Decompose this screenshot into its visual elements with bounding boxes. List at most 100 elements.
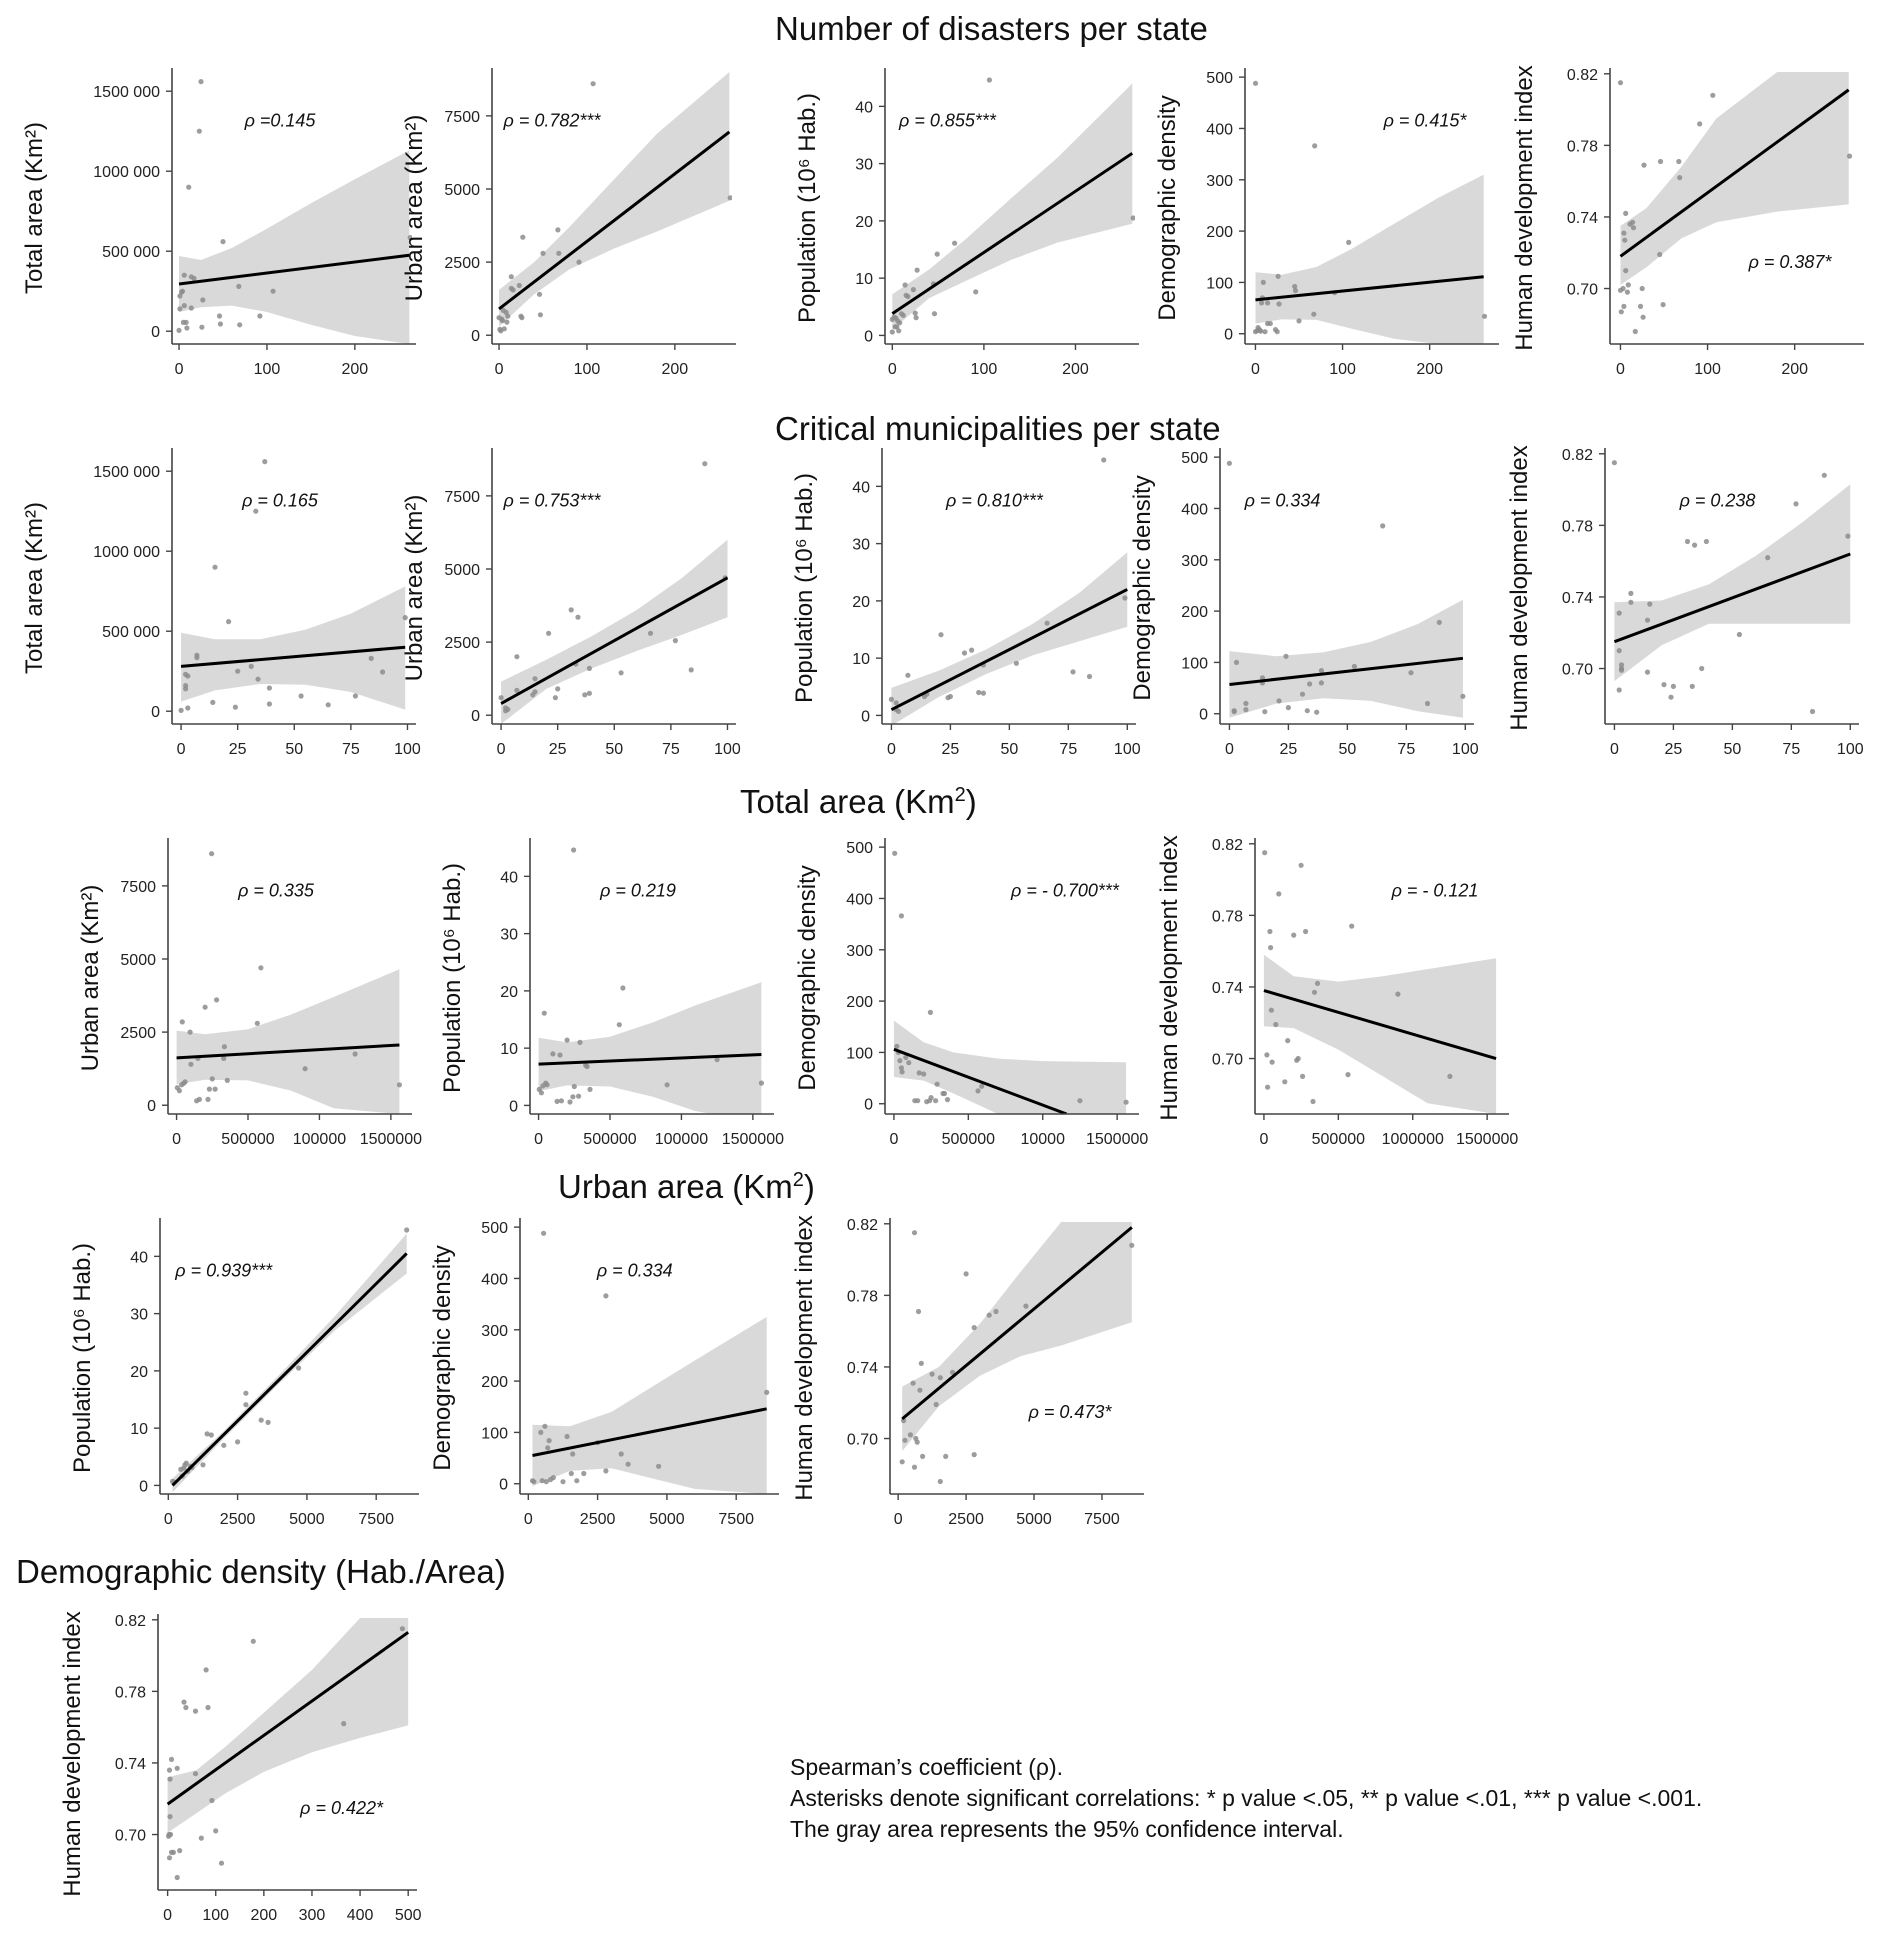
y-tick-label: 0.82 xyxy=(847,1217,878,1234)
y-tick-label: 500 xyxy=(481,1220,508,1237)
confidence-band xyxy=(1255,174,1484,344)
data-point xyxy=(183,319,189,325)
data-point xyxy=(961,650,968,656)
y-axis-title: Demographic density xyxy=(794,865,821,1090)
scatter-panel-14: 0 2500 5000 7500 0 10 20 30 40 Population (10⁶ Ha… xyxy=(69,1218,419,1528)
data-point xyxy=(899,1069,905,1075)
data-point xyxy=(620,985,626,991)
x-tick-label: 100 xyxy=(574,361,601,378)
data-point xyxy=(537,312,544,318)
data-point xyxy=(1447,1073,1453,1079)
data-point xyxy=(1299,691,1306,697)
y-tick-label: 0.70 xyxy=(115,1828,146,1845)
y-axis-title: Urban area (Km²) xyxy=(401,115,428,302)
scatter-panel-4: 0 100 200 0.70 0.74 0.78 0.82 Human development… xyxy=(1511,65,1864,378)
data-point xyxy=(555,686,561,692)
data-point xyxy=(1644,669,1651,675)
data-point xyxy=(184,325,190,331)
data-point xyxy=(258,965,264,971)
y-tick-label: 0.78 xyxy=(847,1288,878,1305)
data-point xyxy=(1276,301,1282,307)
x-tick-label: 2500 xyxy=(580,1511,616,1528)
data-point xyxy=(510,287,516,293)
data-point xyxy=(558,1098,565,1104)
data-point xyxy=(1657,251,1663,258)
x-tick-label: 0 xyxy=(175,361,184,378)
data-point xyxy=(986,1312,992,1318)
data-point xyxy=(545,1445,551,1451)
x-tick-label: 7500 xyxy=(1084,1511,1120,1528)
data-point xyxy=(1276,891,1282,897)
data-point xyxy=(1630,225,1637,231)
data-point xyxy=(618,670,624,676)
y-tick-label: 10 xyxy=(500,1041,518,1058)
confidence-band xyxy=(179,150,410,344)
data-point xyxy=(586,665,593,672)
y-axis-title: Total area (Km²) xyxy=(21,122,48,294)
data-point xyxy=(1845,533,1851,539)
y-tick-label: 2500 xyxy=(444,635,480,652)
data-point xyxy=(399,1626,405,1632)
data-point xyxy=(181,303,187,309)
data-point xyxy=(920,1453,926,1459)
data-point xyxy=(902,1437,908,1443)
data-point xyxy=(941,1090,948,1097)
caption-line-asterisks: Asterisks denote significant correlation… xyxy=(790,1785,1703,1811)
y-tick-label: 1000 000 xyxy=(93,544,160,561)
x-tick-label: 75 xyxy=(1782,741,1800,758)
data-point xyxy=(1632,328,1638,335)
data-point xyxy=(1233,659,1240,666)
y-tick-label: 0.70 xyxy=(847,1432,878,1449)
data-point xyxy=(174,1874,180,1881)
data-point xyxy=(934,251,940,257)
y-tick-label: 20 xyxy=(500,984,518,1001)
y-tick-label: 0.70 xyxy=(1567,282,1598,299)
data-point xyxy=(914,1439,920,1445)
x-tick-label: 200 xyxy=(342,361,369,378)
x-tick-label: 0 xyxy=(894,1511,903,1528)
data-point xyxy=(564,1037,570,1043)
y-tick-label: 5000 xyxy=(444,562,480,579)
data-point xyxy=(1623,268,1629,274)
data-point xyxy=(554,1098,560,1104)
data-point xyxy=(352,1051,358,1057)
rho-annotation: ρ = - 0.700*** xyxy=(1010,880,1120,900)
y-axis-title: Population (10⁶ Hab.) xyxy=(794,93,821,323)
rho-annotation: ρ =0.145 xyxy=(244,110,317,130)
regression-line xyxy=(538,1052,762,1066)
data-point xyxy=(235,668,241,674)
y-tick-label: 2500 xyxy=(120,1025,156,1042)
data-point xyxy=(341,1721,347,1727)
data-point xyxy=(212,564,218,570)
data-point xyxy=(582,692,588,698)
data-point xyxy=(986,77,993,83)
data-point xyxy=(590,81,596,87)
rho-annotation: ρ = 0.334 xyxy=(1244,490,1321,510)
data-point xyxy=(298,693,304,699)
scatter-panel-0: 0 100 200 0 500 000 1000 000 1500 000 Total are… xyxy=(21,68,416,378)
x-tick-label: 25 xyxy=(941,741,959,758)
data-point xyxy=(200,297,206,303)
data-point xyxy=(532,689,538,695)
y-tick-label: 300 xyxy=(481,1323,508,1340)
data-point xyxy=(1258,328,1264,334)
data-point xyxy=(899,1459,905,1465)
data-point xyxy=(1267,320,1273,327)
data-point xyxy=(1628,590,1634,597)
data-point xyxy=(1282,1079,1288,1085)
data-point xyxy=(499,318,506,324)
data-point xyxy=(556,250,562,256)
data-point xyxy=(557,1052,563,1058)
y-tick-label: 0 xyxy=(139,1478,148,1495)
data-point xyxy=(727,195,732,201)
data-point xyxy=(1077,1098,1083,1104)
data-point xyxy=(702,461,708,467)
scatter-panel-1: 0 100 200 0 2500 5000 7500 Urban area (Km²) ρ = … xyxy=(401,68,736,378)
data-point xyxy=(901,1418,907,1424)
data-point xyxy=(944,1097,951,1103)
data-point xyxy=(1252,80,1259,86)
data-point xyxy=(352,693,358,699)
x-tick-label: 100 xyxy=(714,741,741,758)
data-point xyxy=(1846,153,1853,159)
data-point xyxy=(542,1423,548,1429)
